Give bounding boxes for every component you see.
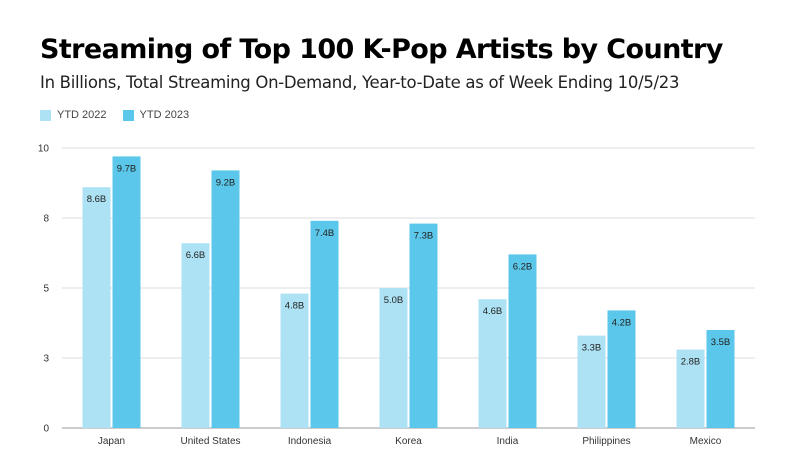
bar-ytd-2022 [676,349,705,428]
x-tick-label: Japan [98,436,125,447]
x-tick-label: India [497,436,519,447]
bar-ytd-2023 [211,170,240,428]
legend-label-ytd-2023: YTD 2023 [139,109,190,121]
x-tick-label: Korea [395,436,422,447]
data-label: 2.8B [681,357,701,368]
bar-ytd-2023 [310,220,339,428]
data-label: 6.6B [186,250,206,261]
x-tick-label: Indonesia [288,436,332,447]
legend-item-ytd-2022: YTD 2022 [40,109,107,121]
bar-ytd-2023 [508,254,537,428]
data-label: 4.2B [612,317,632,328]
legend-label-ytd-2022: YTD 2022 [57,109,107,121]
bar-ytd-2022 [478,299,507,428]
data-label: 4.6B [483,306,503,317]
bar-ytd-2023 [607,310,636,428]
y-tick-label: 3 [43,354,49,365]
x-tick-label: Mexico [690,436,722,447]
bar-ytd-2022 [82,187,111,428]
data-label: 9.2B [216,177,236,188]
chart-subtitle: In Billions, Total Streaming On-Demand, … [40,73,680,92]
legend-swatch-ytd-2023 [122,109,134,121]
y-tick-label: 8 [43,214,49,225]
data-label: 6.2B [513,261,533,272]
bar-ytd-2022 [280,293,309,428]
data-label: 5.0B [384,295,404,306]
data-label: 8.6B [87,194,107,205]
chart-legend: YTD 2022 YTD 2023 [40,109,205,121]
legend-item-ytd-2023: YTD 2023 [122,109,190,121]
bar-ytd-2022 [181,243,210,428]
y-tick-label: 10 [38,144,50,155]
y-tick-label: 0 [43,424,49,435]
data-label: 4.8B [285,301,305,312]
legend-swatch-ytd-2022 [40,109,51,121]
y-tick-label: 5 [43,284,49,295]
data-label: 7.4B [315,228,335,239]
bar-ytd-2022 [577,335,606,428]
x-tick-label: United States [180,436,240,447]
bar-ytd-2023 [409,223,438,428]
bar-ytd-2022 [379,288,408,428]
x-tick-label: Philippines [582,436,630,447]
chart-title: Streaming of Top 100 K-Pop Artists by Co… [40,34,723,65]
bar-ytd-2023 [112,156,141,428]
data-label: 7.3B [414,231,434,242]
data-label: 3.5B [711,337,731,348]
bar-ytd-2023 [706,330,735,428]
data-label: 9.7B [117,163,137,174]
data-label: 3.3B [582,343,602,354]
